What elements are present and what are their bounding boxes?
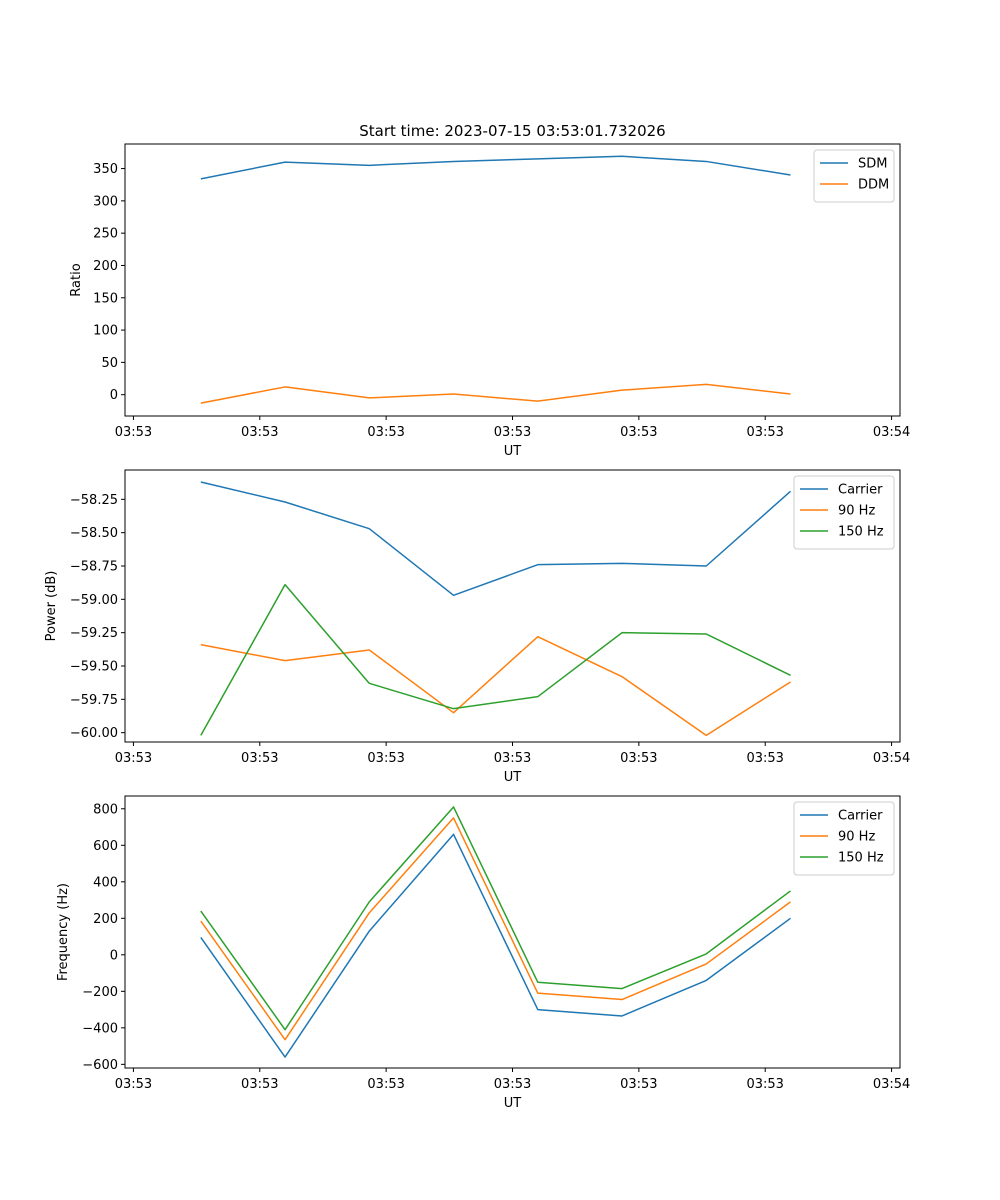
y-axis-label: Ratio: [69, 263, 84, 296]
x-axis-label: UT: [504, 770, 522, 785]
legend: Carrier 90 Hz 150 Hz: [793, 801, 895, 876]
subplot-1: 03:53 03:53 03:53 03:53 03:53 03:53 03:54 0 50 10…: [69, 143, 910, 459]
legend-label: 90 Hz: [838, 830, 875, 845]
x-tick-label: 03:53: [115, 1077, 152, 1092]
y-tick-label: 100: [93, 324, 118, 339]
x-tick-label: 03:53: [241, 425, 278, 440]
y-tick-label: 50: [101, 356, 118, 371]
legend-label: 90 Hz: [838, 504, 875, 519]
x-tick-label: 03:53: [241, 751, 278, 766]
y-tick-label: −59.25: [70, 626, 118, 641]
series-line-ddm: [200, 383, 791, 404]
y-tick-label: −58.75: [70, 560, 118, 575]
y-tick-label: −58.50: [70, 526, 118, 541]
y-tick-label: 0: [110, 388, 118, 403]
y-tick-label: 300: [93, 194, 118, 209]
x-tick-label: 03:53: [241, 1077, 278, 1092]
x-tick-label: 03:54: [873, 425, 910, 440]
x-axis-label: UT: [504, 444, 522, 459]
x-tick-label: 03:53: [115, 751, 152, 766]
y-axis-label: Power (dB): [44, 571, 59, 642]
legend-label: 150 Hz: [838, 851, 884, 866]
x-tick-label: 03:53: [367, 425, 404, 440]
y-tick-label: 200: [93, 259, 118, 274]
x-tick-label: 03:53: [367, 1077, 404, 1092]
y-tick-label: −400: [82, 1021, 118, 1036]
legend-label: Carrier: [838, 483, 883, 498]
y-tick-label: 350: [93, 162, 118, 177]
x-tick-label: 03:53: [620, 425, 657, 440]
x-tick-label: 03:53: [746, 1077, 783, 1092]
legend: Carrier 90 Hz 150 Hz: [793, 475, 895, 550]
series-line-carrier: [200, 833, 791, 1058]
y-tick-label: −200: [82, 985, 118, 1000]
y-tick-label: 400: [93, 875, 118, 890]
series-line-90-hz: [200, 817, 791, 1041]
series-line-150-hz: [200, 806, 791, 1031]
subplot-3: 03:53 03:53 03:53 03:53 03:53 03:53 03:54 −600 −…: [56, 795, 910, 1111]
y-tick-label: 600: [93, 839, 118, 854]
y-tick-label: −59.50: [70, 660, 118, 675]
legend-label: SDM: [858, 157, 887, 172]
x-axis-label: UT: [504, 1096, 522, 1111]
x-tick-label: 03:53: [367, 751, 404, 766]
legend-label: 150 Hz: [838, 525, 884, 540]
legend-label: DDM: [858, 178, 889, 193]
y-tick-label: 200: [93, 912, 118, 927]
series-line-150-hz: [200, 583, 791, 736]
x-tick-label: 03:53: [746, 425, 783, 440]
series-line-sdm: [200, 155, 791, 180]
x-tick-label: 03:53: [620, 751, 657, 766]
y-tick-label: −59.00: [70, 593, 118, 608]
series-line-90-hz: [200, 635, 791, 737]
legend-label: Carrier: [838, 809, 883, 824]
y-tick-label: −600: [82, 1058, 118, 1073]
x-tick-label: 03:54: [873, 1077, 910, 1092]
y-tick-label: 250: [93, 227, 118, 242]
y-tick-label: 150: [93, 291, 118, 306]
subplot-2: 03:53 03:53 03:53 03:53 03:53 03:53 03:54 −60.0…: [44, 469, 910, 785]
subplots-container: 03:53 03:53 03:53 03:53 03:53 03:53 03:54 0 50 10…: [44, 143, 910, 1111]
y-tick-label: −60.00: [70, 726, 118, 741]
y-tick-label: −58.25: [70, 493, 118, 508]
chart-title: Start time: 2023-07-15 03:53:01.732026: [359, 122, 665, 140]
x-tick-label: 03:53: [115, 425, 152, 440]
legend: SDM DDM: [813, 149, 895, 203]
x-tick-label: 03:53: [494, 1077, 531, 1092]
x-tick-label: 03:53: [746, 751, 783, 766]
x-tick-label: 03:53: [620, 1077, 657, 1092]
y-tick-label: −59.75: [70, 693, 118, 708]
x-tick-label: 03:53: [494, 425, 531, 440]
x-tick-label: 03:54: [873, 751, 910, 766]
y-axis-label: Frequency (Hz): [56, 883, 71, 981]
series-line-carrier: [200, 481, 791, 597]
y-tick-label: 800: [93, 802, 118, 817]
x-tick-label: 03:53: [494, 751, 531, 766]
y-tick-label: 0: [110, 948, 118, 963]
